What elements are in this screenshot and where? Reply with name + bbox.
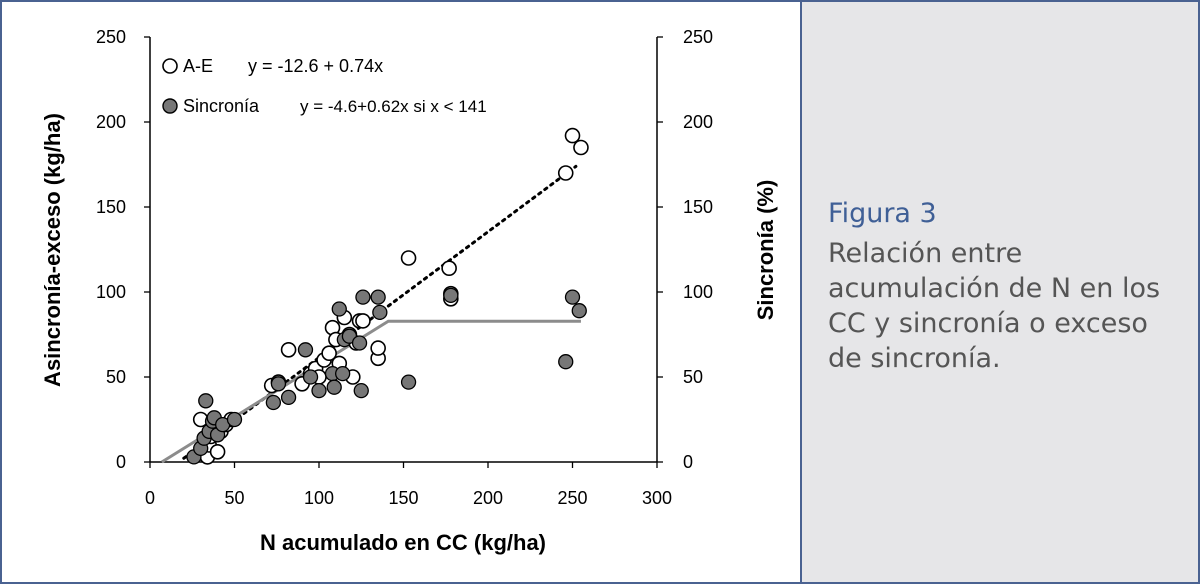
sincronia-point [311,382,327,399]
sincronia-point [353,382,369,399]
x-tick-label: 50 [224,488,244,508]
y-tick-label: 50 [106,367,126,387]
y2-axis-label: Sincronía (%) [753,180,778,321]
legend: A-E y = -12.6 + 0.74x Sincronía y = -4.6… [162,56,487,116]
ae-point [280,341,297,358]
y-axis-ticks: 0 50 100 150 200 250 [96,27,150,472]
x-tick-label: 200 [473,488,503,508]
x-tick-label: 100 [304,488,334,508]
ae-point [321,345,337,362]
sincronia-point [335,365,351,382]
x-axis-ticks: 0 50 100 150 200 250 300 [145,462,672,508]
y-tick-label: 200 [96,112,126,132]
y2-tick-label: 250 [683,27,713,47]
sincronia-point [326,379,342,395]
sincronia-point [564,289,581,305]
sincronia-point [331,301,347,317]
y-tick-label: 100 [96,282,126,302]
y2-tick-label: 0 [683,452,693,472]
ae-point [400,250,417,266]
y2-tick-label: 100 [683,282,713,302]
sincronia-point [355,289,371,305]
y-tick-label: 250 [96,27,126,47]
ae-point [441,260,457,277]
y-tick-label: 0 [116,452,126,472]
caption-panel: Figura 3 Relación entre acumulación de N… [802,2,1198,582]
x-axis-label: N acumulado en CC (kg/ha) [260,530,546,555]
y2-tick-label: 200 [683,112,713,132]
sincronia-point [198,393,214,409]
y-axis-label: Asincronía-exceso (kg/ha) [40,113,65,387]
y2-tick-label: 50 [683,367,703,387]
data-points [186,127,589,465]
sincronia-point [280,389,297,406]
ae-point [573,139,589,156]
legend-marker-ae [162,58,178,74]
x-tick-label: 250 [557,488,587,508]
caption-title: Figura 3 [828,198,937,229]
legend-marker-sincronia [162,98,178,114]
sincronia-point [558,354,574,370]
ae-point [355,313,371,329]
sincronia-point [302,369,319,385]
x-tick-label: 0 [145,488,155,508]
sincronia-point [370,289,386,305]
x-tick-label: 300 [642,488,672,508]
ae-point [557,165,574,181]
chart-area: 0 50 100 150 200 250 300 0 50 100 150 200 250 0 50 10… [2,2,800,582]
fit-line-sincronia [161,319,581,464]
ae-point [370,340,386,356]
sincronia-point [400,374,417,390]
sincronia-point [270,376,287,392]
y2-axis-ticks: 0 50 100 150 200 250 [657,27,713,472]
ae-point [209,443,226,460]
scatter-chart: 0 50 100 150 200 250 300 0 50 100 150 200 250 0 50 10… [40,27,778,555]
y2-tick-label: 150 [683,197,713,217]
sincronia-point [372,304,388,321]
legend-label-ae: A-E [183,56,213,76]
legend-equation-sincronia: y = -4.6+0.62x si x < 141 [300,97,487,116]
sincronia-point [265,394,282,411]
sincronia-point [297,342,314,358]
panel-divider [800,2,802,582]
legend-equation-ae: y = -12.6 + 0.74x [248,56,383,76]
sincronia-point [351,335,368,351]
fit-line-ae [182,164,578,460]
x-tick-label: 150 [388,488,418,508]
caption-text: Relación entre acumulación de N en los C… [828,238,1161,374]
sincronia-point [443,287,459,304]
legend-label-sincronia: Sincronía [183,96,260,116]
sincronia-point [571,303,587,319]
ae-point [564,127,581,144]
sincronia-point [226,411,243,428]
y-tick-label: 150 [96,197,126,217]
